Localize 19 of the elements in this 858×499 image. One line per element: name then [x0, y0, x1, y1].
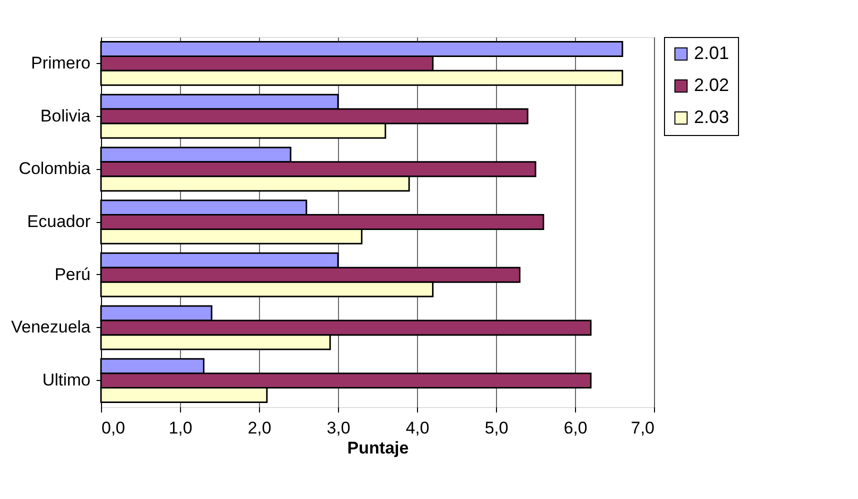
- x-tick-label: 0,0: [102, 418, 126, 438]
- y-tick-label: Venezuela: [11, 318, 92, 337]
- legend-label: 2.01: [694, 43, 730, 63]
- x-tick-label: 5,0: [484, 418, 508, 438]
- y-tick-label: Bolivia: [40, 106, 92, 126]
- x-tick-label: 7,0: [630, 418, 654, 438]
- x-tick-label: 3,0: [326, 418, 350, 438]
- x-tick-label: 2,0: [248, 418, 272, 438]
- y-tick-label: Ultimo: [42, 370, 90, 390]
- y-tick-label: Ecuador: [27, 212, 91, 231]
- legend-label: 2.02: [694, 75, 730, 95]
- y-tick-label: Perú: [54, 264, 90, 284]
- x-axis-title: Puntaje: [347, 438, 409, 458]
- x-tick-label: 4,0: [406, 418, 430, 438]
- y-tick-label: Colombia: [18, 159, 92, 178]
- x-tick-label: 6,0: [564, 418, 588, 438]
- y-tick-label: Primero: [30, 53, 90, 72]
- legend-label: 2.03: [694, 107, 730, 127]
- x-tick-label: 1,0: [168, 418, 192, 438]
